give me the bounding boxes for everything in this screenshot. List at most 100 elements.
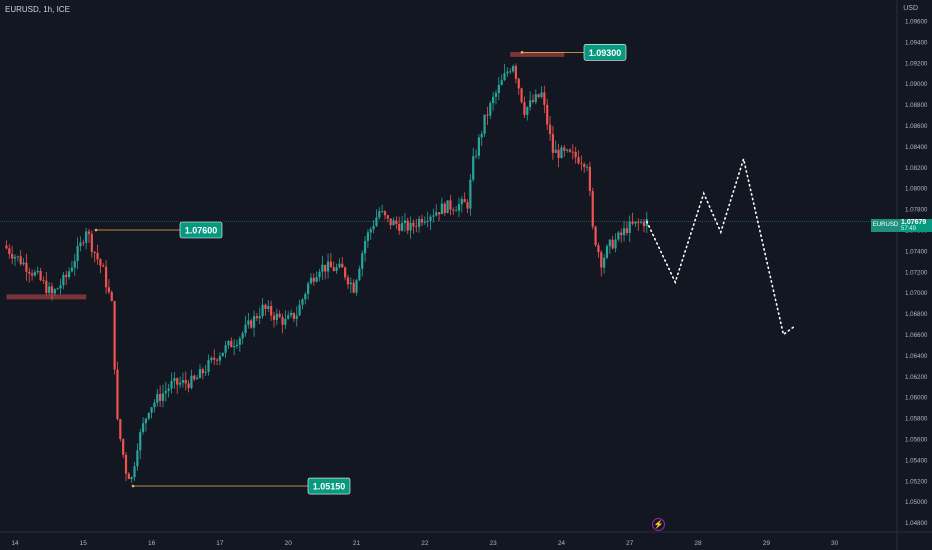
candle-body	[11, 253, 14, 259]
x-tick-label: 27	[626, 540, 634, 547]
candle-body	[614, 239, 617, 249]
candle-body	[176, 378, 179, 385]
candle-body	[79, 242, 82, 247]
lightning-icon[interactable]: ⚡	[652, 518, 665, 531]
candle-body	[585, 166, 589, 168]
candle-body	[193, 375, 196, 380]
x-tick-label: 23	[490, 540, 498, 547]
candle-body	[617, 232, 620, 240]
candle-body	[170, 381, 173, 389]
candle-body	[56, 288, 59, 290]
candle-body	[363, 240, 367, 254]
candle-body	[147, 412, 150, 419]
candle-body	[130, 477, 133, 480]
candle-body	[392, 220, 395, 226]
candle-body	[335, 267, 338, 271]
candle-body	[378, 211, 381, 218]
level-label-box	[583, 44, 627, 61]
candle-body	[28, 271, 31, 274]
candle-body	[344, 267, 347, 278]
level-label: 1.07600	[185, 226, 218, 236]
y-tick-label: 1.04800	[905, 520, 928, 527]
candle-body	[187, 383, 190, 388]
candle-body	[136, 450, 139, 467]
candle-body	[517, 78, 520, 89]
candle-body	[642, 221, 646, 227]
candle-body	[557, 149, 560, 158]
candle-body	[509, 71, 512, 73]
candle-body	[215, 359, 219, 361]
candle-body	[383, 211, 387, 216]
candle-body	[309, 277, 313, 284]
candle-body	[415, 226, 418, 228]
candle-body	[560, 147, 563, 158]
candle-body	[36, 270, 39, 273]
candle-body	[178, 382, 182, 385]
candle-body	[474, 155, 478, 157]
candle-body	[264, 304, 267, 310]
x-tick-label: 28	[694, 540, 702, 547]
candle-body	[289, 312, 293, 316]
candle-body	[13, 256, 17, 259]
candle-body	[73, 261, 76, 268]
symbol-title[interactable]: EURUSD, 1h, ICE	[5, 5, 70, 14]
y-tick-label: 1.08000	[905, 186, 928, 193]
candle-body	[238, 338, 241, 345]
candle-body	[526, 107, 529, 115]
candle-body	[87, 231, 91, 234]
candle-body	[352, 282, 355, 293]
candle-body	[520, 88, 523, 103]
candle-body	[403, 220, 407, 224]
candle-body	[247, 320, 250, 325]
y-tick-label: 1.08600	[905, 123, 928, 130]
candle-body	[255, 316, 259, 319]
candle-body	[5, 245, 8, 249]
candle-body	[492, 96, 495, 104]
price-tag-value: 1.07679	[901, 219, 927, 226]
candle-body	[631, 221, 634, 224]
candle-body	[605, 246, 609, 258]
candle-body	[8, 248, 11, 254]
candle-body	[70, 267, 74, 272]
candle-body	[198, 369, 202, 378]
candle-body	[196, 377, 199, 380]
y-tick-label: 1.05600	[905, 437, 928, 444]
candle-body	[153, 402, 156, 408]
candle-body	[295, 315, 298, 319]
candle-body	[591, 191, 594, 227]
candle-body	[204, 371, 207, 374]
candle-body	[22, 262, 25, 265]
candle-body	[59, 285, 62, 289]
y-tick-label: 1.06800	[905, 311, 928, 318]
y-tick-label: 1.08400	[905, 144, 928, 151]
candle-body	[184, 379, 187, 384]
x-tick-label: 30	[831, 540, 839, 547]
candle-body	[82, 242, 85, 244]
candle-body	[315, 277, 318, 282]
candle-body	[506, 71, 509, 74]
x-tick-label: 17	[216, 540, 224, 547]
level-label: 1.09300	[589, 48, 622, 58]
candle-body	[139, 432, 142, 451]
level-anchor-point	[94, 228, 98, 232]
candle-body	[321, 264, 324, 272]
y-tick-label: 1.05200	[905, 478, 928, 485]
x-tick-label: 24	[558, 540, 566, 547]
candle-body	[67, 271, 71, 278]
candle-body	[267, 305, 270, 310]
candle-body	[48, 286, 51, 293]
y-tick-label: 1.09400	[905, 39, 928, 46]
resistance-zone	[6, 294, 87, 300]
candle-body	[418, 218, 421, 227]
candle-body	[278, 313, 281, 318]
candle-body	[45, 280, 48, 293]
candle-body	[42, 279, 45, 281]
candle-body	[369, 229, 372, 233]
y-tick-label: 1.06000	[905, 395, 928, 402]
y-tick-label: 1.09000	[905, 81, 928, 88]
y-tick-label: 1.06200	[905, 374, 928, 381]
y-tick-label: 1.08200	[905, 165, 928, 172]
candle-body	[164, 390, 167, 394]
x-tick-label: 22	[421, 540, 429, 547]
